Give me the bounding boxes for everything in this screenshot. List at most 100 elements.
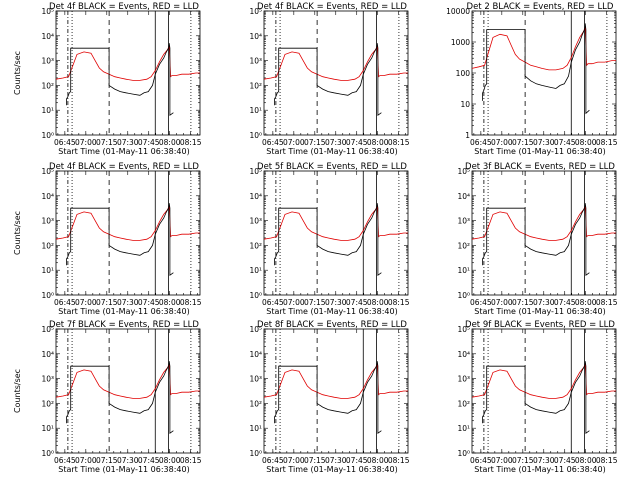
- panel-2: Det 4f BLACK = Events, RED = LLD 10⁰ 10¹ 10…: [249, 2, 409, 156]
- x-tick-label: 07:30: [533, 456, 555, 465]
- y-axis-label: Counts/sec: [13, 211, 22, 255]
- panel-title: Det 8f BLACK = Events, RED = LLD: [257, 320, 407, 330]
- events-series-line: [274, 43, 382, 116]
- x-axis-label: Start Time (01-May-11 06:38:40): [58, 465, 189, 474]
- x-tick-label: 06:45: [262, 138, 284, 147]
- x-tick-label: 08:15: [596, 138, 618, 147]
- x-tick-label: 07:00: [491, 456, 513, 465]
- lld-series-line: [263, 45, 408, 81]
- x-tick-label: 08:15: [388, 298, 410, 307]
- x-tick-label: 07:00: [283, 138, 305, 147]
- y-tick-label: 10¹: [249, 266, 262, 275]
- y-tick-label: 10⁴: [249, 192, 262, 201]
- y-tick-label: 10²: [249, 81, 262, 90]
- events-series-line: [482, 23, 590, 115]
- y-tick-label: 10⁴: [457, 350, 470, 359]
- y-tick-label: 10⁵: [249, 325, 262, 334]
- x-tick-label: 07:00: [75, 138, 97, 147]
- x-axis-label: Start Time (01-May-11 06:38:40): [58, 147, 189, 156]
- x-tick-label: 08:00: [367, 138, 389, 147]
- x-tick-label: 08:00: [159, 298, 181, 307]
- x-axis-label: Start Time (01-May-11 06:38:40): [266, 307, 397, 316]
- x-tick-label: 07:45: [554, 138, 576, 147]
- y-axis-label: Counts/sec: [13, 51, 22, 95]
- x-tick-label: 07:30: [533, 138, 555, 147]
- x-tick-label: 07:45: [554, 456, 576, 465]
- lld-series-line: [55, 363, 200, 399]
- lld-series-line: [55, 45, 200, 81]
- y-tick-label: 10⁰: [41, 449, 54, 458]
- x-tick-label: 07:15: [96, 138, 118, 147]
- x-tick-label: 07:45: [138, 298, 160, 307]
- x-tick-label: 07:30: [533, 298, 555, 307]
- panel-9: Det 9f BLACK = Events, RED = LLD 10⁰ 10¹ 10…: [457, 320, 617, 474]
- x-tick-label: 06:45: [470, 298, 492, 307]
- y-tick-label: 10²: [457, 399, 470, 408]
- x-tick-label: 08:00: [575, 138, 597, 147]
- x-tick-label: 07:30: [117, 138, 139, 147]
- y-tick-label: 10⁵: [41, 325, 54, 334]
- x-tick-label: 07:15: [96, 456, 118, 465]
- y-tick-label: 10²: [457, 241, 470, 250]
- y-tick-label: 10¹: [249, 106, 262, 115]
- y-tick-label: 10⁰: [457, 291, 470, 300]
- y-tick-label: 10¹: [457, 424, 470, 433]
- x-axis-label: Start Time (01-May-11 06:38:40): [474, 307, 605, 316]
- x-tick-label: 07:30: [325, 138, 347, 147]
- y-tick-label: 10⁵: [41, 7, 54, 16]
- x-tick-label: 08:00: [575, 456, 597, 465]
- panel-title: Det 9f BLACK = Events, RED = LLD: [465, 320, 615, 330]
- y-tick-label: 10⁵: [41, 167, 54, 176]
- x-tick-label: 07:45: [554, 298, 576, 307]
- y-tick-label: 10²: [249, 241, 262, 250]
- y-tick-label: 10¹: [41, 424, 54, 433]
- x-tick-label: 07:00: [75, 456, 97, 465]
- panel-4: Det 4f BLACK = Events, RED = LLD 10⁰ 10¹ 10…: [13, 162, 202, 316]
- x-tick-label: 08:00: [159, 456, 181, 465]
- y-tick-label: 10¹: [41, 106, 54, 115]
- y-tick-label: 10¹: [457, 266, 470, 275]
- events-series-line: [66, 43, 174, 116]
- panel-8: Det 8f BLACK = Events, RED = LLD 10⁰ 10¹ 10…: [249, 320, 409, 474]
- panel-title: Det 5f BLACK = Events, RED = LLD: [257, 162, 407, 172]
- lld-series-line: [55, 205, 200, 241]
- x-axis-label: Start Time (01-May-11 06:38:40): [58, 307, 189, 316]
- x-tick-label: 08:00: [367, 298, 389, 307]
- x-axis-label: Start Time (01-May-11 06:38:40): [474, 147, 605, 156]
- plot-frame: [471, 328, 617, 454]
- plot-frame: [471, 170, 617, 296]
- x-tick-label: 07:30: [325, 456, 347, 465]
- y-tick-label: 10³: [41, 57, 54, 66]
- y-tick-label: 10⁰: [249, 131, 262, 140]
- y-tick-label: 10⁰: [457, 449, 470, 458]
- x-tick-label: 07:45: [138, 138, 160, 147]
- x-tick-label: 06:45: [54, 138, 76, 147]
- y-tick-label: 10⁴: [41, 350, 54, 359]
- x-tick-label: 08:00: [159, 138, 181, 147]
- x-tick-label: 06:45: [262, 298, 284, 307]
- panel-3: Det 2 BLACK = Events, RED = LLD 1 10 100 100…: [446, 2, 618, 156]
- x-tick-label: 08:00: [367, 456, 389, 465]
- x-tick-label: 07:00: [283, 456, 305, 465]
- y-tick-label: 1000: [451, 38, 470, 47]
- y-tick-label: 10⁴: [457, 192, 470, 201]
- lld-series-line: [471, 205, 616, 241]
- x-tick-label: 08:15: [180, 298, 202, 307]
- plot-frame: [263, 10, 409, 136]
- y-tick-label: 10⁰: [41, 131, 54, 140]
- panel-title: Det 4f BLACK = Events, RED = LLD: [49, 2, 199, 12]
- x-axis-label: Start Time (01-May-11 06:38:40): [474, 465, 605, 474]
- y-axis-label: Counts/sec: [13, 369, 22, 413]
- x-tick-label: 08:15: [388, 456, 410, 465]
- x-tick-label: 06:45: [262, 456, 284, 465]
- y-tick-label: 10²: [249, 399, 262, 408]
- y-tick-label: 10³: [41, 217, 54, 226]
- events-series-line: [482, 361, 590, 434]
- y-tick-label: 10³: [249, 375, 262, 384]
- x-tick-label: 07:30: [325, 298, 347, 307]
- x-tick-label: 07:15: [96, 298, 118, 307]
- y-tick-label: 10³: [457, 375, 470, 384]
- y-tick-label: 10⁴: [249, 350, 262, 359]
- x-tick-label: 07:30: [117, 456, 139, 465]
